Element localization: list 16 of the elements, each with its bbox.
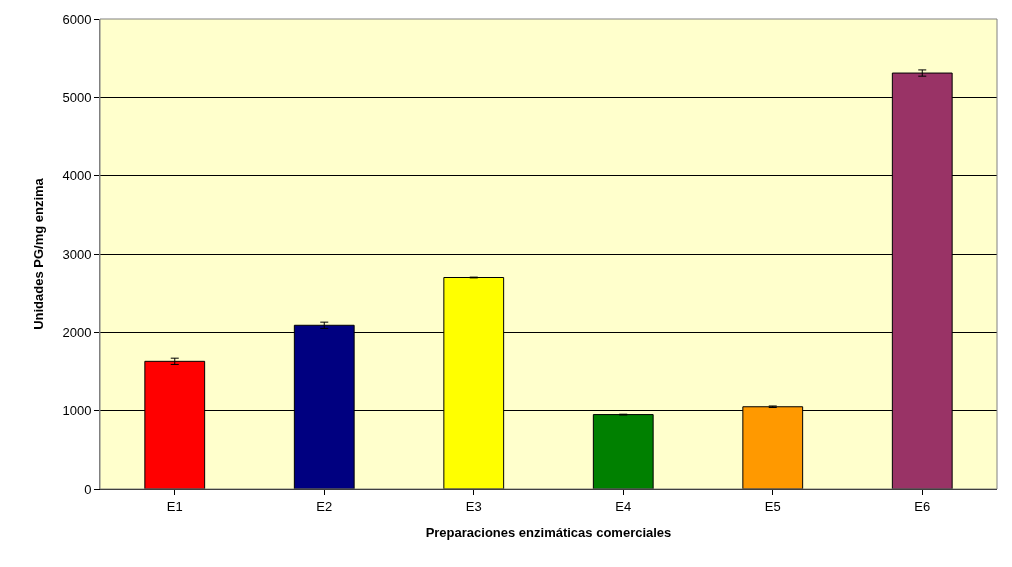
y-tick-label: 2000 <box>62 324 92 340</box>
x-tick-label: E6 <box>914 498 931 514</box>
y-tick-label: 3000 <box>62 246 92 262</box>
y-axis-title: Unidades PG/mg enzima <box>31 177 47 330</box>
y-tick-label: 5000 <box>62 89 92 105</box>
x-tick-label: E4 <box>615 498 632 514</box>
bar <box>592 414 654 489</box>
x-tick-label: E3 <box>465 498 482 514</box>
y-tick-label: 1000 <box>62 403 92 419</box>
y-tick-label: 0 <box>84 481 92 497</box>
y-tick-label: 4000 <box>62 168 92 184</box>
y-tick-label: 6000 <box>62 11 92 27</box>
x-axis-title: Preparaciones enzimáticas comerciales <box>425 525 672 541</box>
x-tick-label: E1 <box>166 498 183 514</box>
x-tick-label: E2 <box>316 498 333 514</box>
x-tick-label: E5 <box>764 498 781 514</box>
